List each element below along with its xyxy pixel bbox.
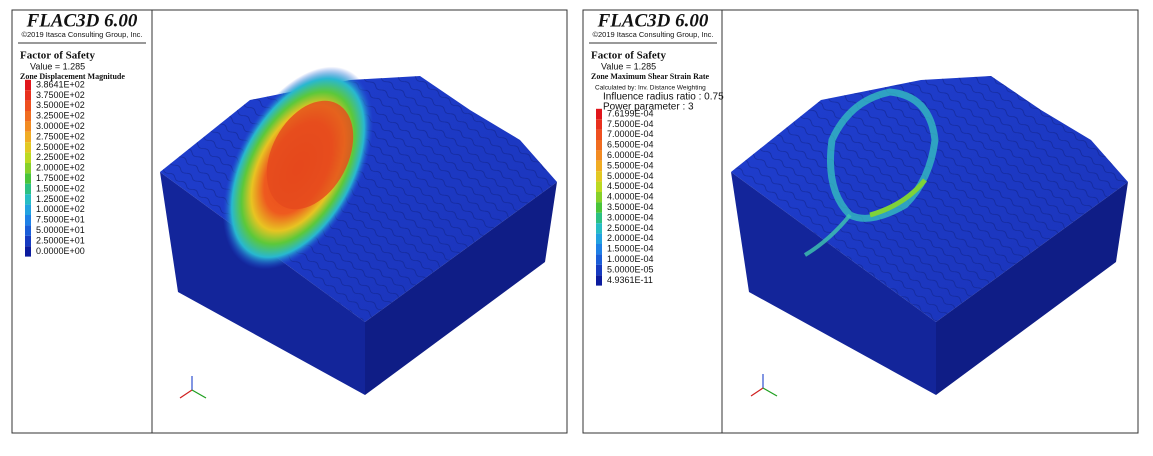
legend-swatch: [25, 163, 31, 174]
plot-title: Factor of Safety: [20, 50, 95, 62]
legend-swatch: [596, 171, 602, 182]
legend-label: 6.5000E-04: [607, 140, 654, 150]
contour-name: Zone Displacement Magnitude: [20, 72, 125, 81]
legend-swatch: [596, 244, 602, 255]
legend-swatch: [596, 119, 602, 130]
legend-swatch: [25, 152, 31, 163]
legend-label: 2.5000E+02: [36, 142, 85, 152]
legend-label: 3.5000E+02: [36, 100, 85, 110]
legend-label: 0.0000E+00: [36, 246, 85, 256]
note: Influence radius ratio : 0.75: [603, 92, 724, 103]
legend-swatch: [596, 129, 602, 140]
legend-swatch: [25, 121, 31, 132]
legend-swatch: [25, 246, 31, 257]
panel-frame: [11, 9, 568, 434]
legend-label: 5.5000E-04: [607, 160, 654, 170]
plot-value: Value = 1.285: [601, 61, 656, 71]
legend-label: 1.5000E-04: [607, 244, 654, 254]
legend-label: 2.0000E+02: [36, 163, 85, 173]
model-view: [582, 9, 1139, 434]
left-face: [731, 172, 936, 395]
legend-swatch: [596, 150, 602, 161]
legend-swatch: [25, 215, 31, 226]
legend-swatch: [596, 275, 602, 286]
legend-swatch: [25, 111, 31, 122]
legend-swatch: [25, 100, 31, 111]
shear-band: [826, 88, 939, 222]
legend-swatch: [596, 264, 602, 276]
legend-swatch: [25, 204, 31, 215]
axes-triad: [750, 374, 778, 397]
plot-title: Factor of Safety: [591, 50, 666, 62]
legend-swatch: [596, 233, 602, 244]
legend-label: 7.6199E-04: [607, 108, 654, 118]
note: Power parameter : 3: [603, 102, 694, 113]
legend-label: 2.7500E+02: [36, 131, 85, 141]
left-face: [160, 172, 365, 395]
legend-swatch: [596, 108, 602, 120]
legend-swatch: [596, 181, 602, 192]
legend-label: 2.2500E+02: [36, 152, 85, 162]
plot-value: Value = 1.285: [30, 61, 85, 71]
legend-label: 3.7500E+02: [36, 90, 85, 100]
legend-label: 7.5000E-04: [607, 119, 654, 129]
axes-triad: [179, 376, 207, 399]
legend-label: 2.5000E+01: [36, 235, 85, 245]
legend-label: 4.0000E-04: [607, 192, 654, 202]
legend-label: 5.0000E-04: [607, 171, 654, 181]
legend-swatch: [25, 79, 31, 91]
legend-swatch: [596, 160, 602, 172]
legend-swatch: [596, 192, 602, 203]
software-title: FLAC3D 6.00: [26, 10, 138, 31]
copyright: ©2019 Itasca Consulting Group, Inc.: [592, 30, 713, 39]
legend-swatch: [596, 223, 602, 234]
legend-label: 1.0000E-04: [607, 254, 654, 264]
legend-label: 2.5000E-04: [607, 223, 654, 233]
legend-label: 4.5000E-04: [607, 181, 654, 191]
legend-label: 6.0000E-04: [607, 150, 654, 160]
legend-label: 3.2500E+02: [36, 111, 85, 121]
legend-label: 3.0000E+02: [36, 121, 85, 131]
legend-swatch: [596, 202, 602, 213]
legend-label: 1.2500E+02: [36, 194, 85, 204]
legend-label: 1.7500E+02: [36, 173, 85, 183]
legend-label: 5.0000E-05: [607, 264, 654, 274]
software-title: FLAC3D 6.00: [597, 10, 709, 31]
displacement-core: [266, 100, 354, 210]
legend-label: 2.0000E-04: [607, 233, 654, 243]
legend-swatch: [25, 183, 31, 195]
copyright: ©2019 Itasca Consulting Group, Inc.: [21, 30, 142, 39]
legend-label: 3.0000E-04: [607, 212, 654, 222]
legend-label: 4.9361E-11: [607, 275, 653, 285]
legend-swatch: [25, 173, 31, 184]
legend-label: 7.5000E+01: [36, 215, 85, 225]
legend-swatch: [25, 142, 31, 153]
right-face: [365, 182, 557, 395]
legend-label: 3.5000E-04: [607, 202, 654, 212]
legend-swatch: [25, 131, 31, 143]
legend-swatch: [25, 194, 31, 205]
right-face: [936, 182, 1128, 395]
legend-swatch: [25, 90, 31, 101]
legend-label: 3.8641E+02: [36, 79, 85, 89]
legend-label: 1.0000E+02: [36, 204, 85, 214]
shear-band: [803, 213, 852, 257]
legend-label: 5.0000E+01: [36, 225, 85, 235]
shear-band-peak: [869, 178, 927, 218]
legend-swatch: [596, 254, 602, 265]
contour-name: Zone Maximum Shear Strain Rate: [591, 72, 710, 81]
note: Calculated by: Inv. Distance Weighting: [595, 85, 706, 92]
legend-swatch: [25, 225, 31, 236]
legend-swatch: [596, 212, 602, 224]
legend-swatch: [596, 140, 602, 151]
model-view: [11, 9, 568, 434]
legend-label: 1.5000E+02: [36, 183, 85, 193]
legend-swatch: [25, 235, 31, 247]
legend-label: 7.0000E-04: [607, 129, 654, 139]
panel-frame: [582, 9, 1139, 434]
